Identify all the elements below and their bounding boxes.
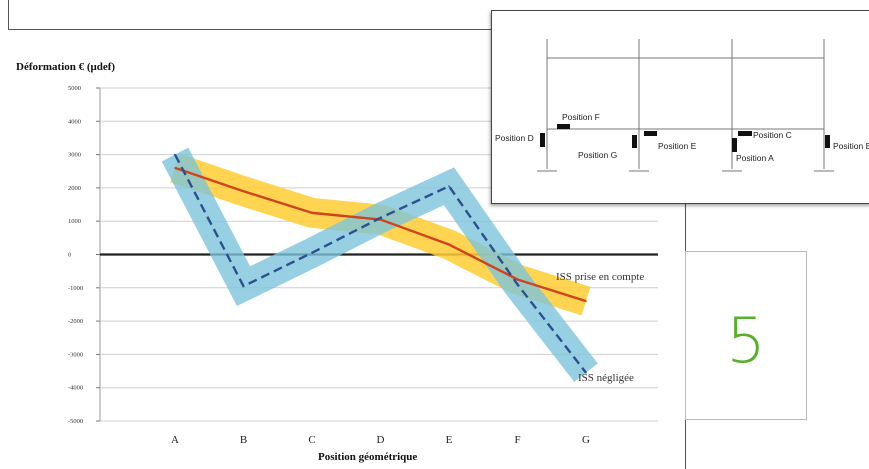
- line-layer: [173, 153, 587, 374]
- x-tick-label: D: [377, 434, 385, 446]
- y-tick-label: 1000: [68, 218, 81, 225]
- series-iss-prise-point: [174, 167, 176, 169]
- series-iss-negligee-point: [379, 217, 382, 219]
- series-annotation-iss-negligee: ISS négligée: [578, 372, 634, 384]
- series-iss-prise-point: [311, 212, 313, 214]
- gauge-f: [557, 124, 570, 129]
- y-tick-label: -4000: [68, 385, 83, 392]
- y-tick-label: -3000: [68, 351, 83, 358]
- label-position-g: Position G: [578, 150, 618, 160]
- y-tick-label: 0: [68, 252, 71, 259]
- series-iss-negligee-point: [242, 285, 245, 287]
- label-position-b: Position B: [833, 141, 869, 151]
- label-position-d: Position D: [495, 133, 534, 143]
- page-number: 5: [726, 304, 766, 377]
- gauge-c: [738, 131, 752, 136]
- y-tick-label: -5000: [68, 418, 83, 425]
- series-iss-negligee-point: [174, 153, 176, 156]
- y-tick-label: -2000: [68, 318, 83, 325]
- y-tick-label: 3000: [68, 152, 81, 159]
- tick-layer: 5000 4000 3000 2000 1000 0 -1000 -2000 -3000 -400…: [68, 85, 590, 446]
- label-position-c: Position C: [753, 130, 792, 140]
- y-tick-label: 2000: [68, 185, 81, 192]
- x-tick-label: A: [171, 434, 179, 446]
- x-tick-label: F: [514, 434, 520, 446]
- structure-inset: Position F Position D Position E Positio…: [491, 10, 869, 204]
- x-tick-label: G: [582, 434, 590, 446]
- series-iss-prise-point: [516, 278, 519, 281]
- series-iss-prise-point: [242, 190, 245, 193]
- y-tick-label: 4000: [68, 118, 81, 125]
- x-axis-title: Position géométrique: [318, 451, 418, 463]
- series-iss-negligee-point: [311, 252, 313, 254]
- series-annotation-iss-prise: ISS prise en compte: [556, 271, 645, 283]
- gauge-a: [732, 138, 737, 152]
- x-tick-label: E: [446, 434, 453, 446]
- label-position-e: Position E: [658, 141, 697, 151]
- x-tick-label: B: [240, 434, 247, 446]
- gauge-g: [632, 135, 637, 148]
- series-iss-negligee-point: [516, 283, 519, 286]
- series-iss-prise-point: [448, 243, 450, 246]
- gauge-d: [540, 133, 545, 147]
- structure-diagram: [537, 39, 834, 172]
- y-axis-title: Déformation € (μdef): [16, 61, 116, 73]
- y-tick-label: -1000: [68, 285, 83, 292]
- series-iss-prise-point: [585, 300, 587, 302]
- series-iss-negligee-point: [448, 185, 450, 188]
- series-iss-negligee-point: [585, 371, 587, 374]
- label-position-a: Position A: [736, 153, 774, 163]
- gauge-e: [644, 131, 657, 136]
- x-tick-label: C: [308, 434, 315, 446]
- y-tick-label: 5000: [68, 85, 81, 92]
- label-position-f: Position F: [562, 112, 600, 122]
- gauge-b: [825, 135, 830, 148]
- page-number-box: 5: [685, 251, 807, 420]
